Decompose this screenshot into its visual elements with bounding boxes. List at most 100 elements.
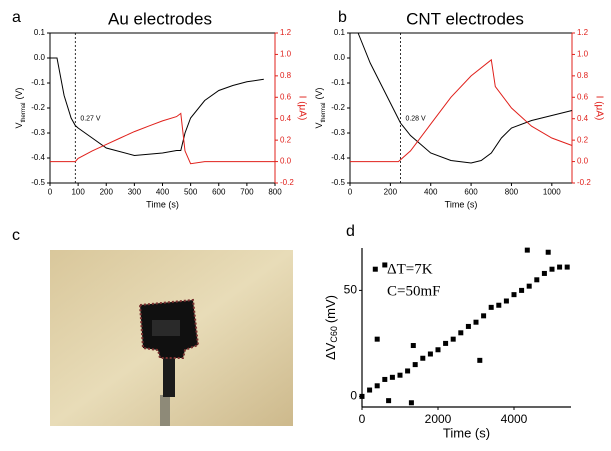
y-tick-label: -0.3 [31, 128, 45, 137]
y2-tick-label: 0.6 [577, 92, 589, 101]
x-tick-label: 0 [348, 187, 353, 196]
data-point [477, 357, 483, 363]
plot-frame [49, 32, 276, 184]
data-point [465, 323, 471, 329]
y-tick-label: 0.1 [34, 28, 46, 37]
data-point [503, 298, 509, 304]
x-axis-label: Time (s) [443, 425, 490, 440]
y-label-unit: (V) [314, 87, 324, 99]
x-tick-label: 400 [424, 187, 438, 196]
data-point [564, 264, 570, 270]
data-point [549, 266, 555, 272]
data-point [382, 262, 388, 268]
y2-axis-label: I (μA) [593, 96, 604, 121]
x-tick-label: 200 [384, 187, 398, 196]
data-point [496, 302, 502, 308]
y2-tick-label: -0.2 [577, 178, 591, 187]
data-point [481, 313, 487, 319]
x-axis-label: Time (s) [445, 199, 478, 209]
x-tick-label: 2000 [425, 412, 452, 426]
y-axis-label: Vthermal (V) [14, 87, 26, 128]
x-tick-label: 400 [156, 187, 170, 196]
panel-label: d [346, 223, 355, 240]
y-label-main: V [314, 123, 324, 129]
y-label-sub: C60 [329, 326, 339, 343]
annotation: ΔT=7K [387, 261, 433, 277]
data-point [382, 376, 388, 382]
x-tick-label: 800 [268, 187, 282, 196]
x-tick-label: 500 [184, 187, 198, 196]
data-point [374, 336, 380, 342]
y2-tick-label: 0.4 [280, 114, 292, 123]
data-point [458, 330, 464, 336]
data-point [450, 336, 456, 342]
data-point [420, 355, 426, 361]
annotation: C=50mF [387, 283, 440, 299]
data-point [359, 393, 365, 399]
data-line [50, 57, 264, 157]
data-point [557, 264, 563, 270]
y2-tick-label: 1.2 [280, 28, 292, 37]
data-point [435, 347, 441, 353]
x-tick-label: 0 [48, 187, 53, 196]
data-point [367, 387, 373, 393]
data-point [443, 340, 449, 346]
y2-tick-label: 1.2 [577, 28, 589, 37]
data-point [412, 362, 418, 368]
data-point [534, 277, 540, 283]
data-point [386, 398, 392, 404]
y-label-main: V [14, 123, 24, 129]
y-tick-label: -0.1 [31, 78, 45, 87]
x-tick-label: 200 [100, 187, 114, 196]
photo [50, 250, 293, 426]
y-tick-label: -0.3 [331, 128, 345, 137]
chart-title: CNT electrodes [406, 9, 524, 28]
y-tick-label: 0 [350, 389, 357, 403]
y-label-unit: (mV) [323, 295, 338, 323]
x-tick-label: 600 [212, 187, 226, 196]
y-tick-label: -0.5 [331, 178, 345, 187]
data-point [488, 304, 494, 310]
panel-label: c [12, 227, 20, 244]
x-axis-label: Time (s) [146, 199, 179, 209]
data-line [350, 58, 573, 163]
y-label-unit: (V) [14, 87, 24, 99]
data-point [519, 287, 525, 293]
y2-tick-label: 0.2 [280, 135, 292, 144]
y-tick-label: 0.1 [334, 28, 346, 37]
y2-tick-label: 0.0 [280, 157, 292, 166]
y2-tick-label: 0.6 [280, 92, 292, 101]
y-axis-label: Vthermal (V) [314, 87, 326, 128]
panel-label: b [338, 9, 347, 26]
y-tick-label: 0.0 [34, 53, 46, 62]
data-point [372, 266, 378, 272]
y2-axis-label: I (μA) [296, 96, 307, 121]
chart-title: Au electrodes [108, 9, 212, 28]
x-tick-label: 800 [505, 187, 519, 196]
y2-tick-label: 0.2 [577, 135, 589, 144]
x-tick-label: 700 [240, 187, 254, 196]
data-point [374, 383, 380, 389]
y-label-sub: thermal [321, 102, 327, 122]
data-point [397, 372, 403, 378]
x-tick-label: 1000 [543, 187, 561, 196]
x-tick-label: 300 [128, 187, 142, 196]
data-point [408, 400, 414, 406]
y2-tick-label: 0.8 [280, 71, 292, 80]
data-point [410, 343, 416, 349]
y-tick-label: -0.5 [31, 178, 45, 187]
y-tick-label: -0.1 [331, 78, 345, 87]
x-tick-label: 600 [464, 187, 478, 196]
y-axis-label: ΔVC60 (mV) [323, 295, 339, 360]
data-point [526, 283, 532, 289]
y-tick-label: -0.2 [331, 103, 345, 112]
y-label-sub: thermal [21, 102, 27, 122]
annotation: 0.28 V [405, 115, 426, 122]
data-line [50, 112, 275, 165]
y-tick-label: -0.4 [331, 153, 345, 162]
x-tick-label: 4000 [501, 412, 528, 426]
data-point [405, 368, 411, 374]
x-tick-label: 100 [71, 187, 85, 196]
y2-tick-label: 0.8 [577, 71, 589, 80]
